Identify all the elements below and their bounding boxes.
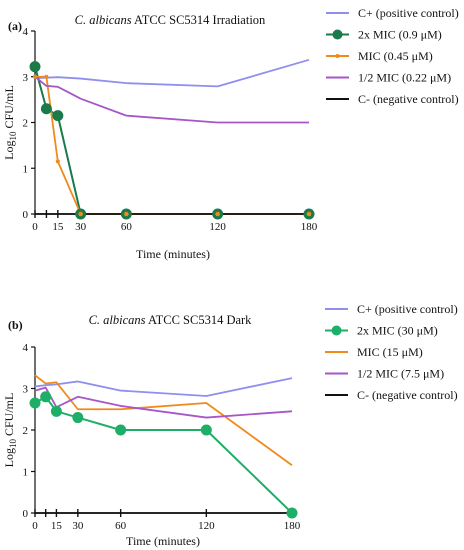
y-tick-label: 3 bbox=[23, 384, 29, 396]
data-point bbox=[33, 74, 37, 79]
x-tick-label: 120 bbox=[209, 221, 226, 233]
legend-marker bbox=[331, 325, 342, 336]
series-line-2 bbox=[34, 374, 293, 467]
data-point bbox=[50, 405, 62, 417]
legend-label: C+ (positive control) bbox=[357, 302, 458, 316]
data-point bbox=[200, 424, 212, 436]
data-point-overlap bbox=[78, 211, 83, 217]
panel-label: (b) bbox=[8, 318, 23, 332]
y-tick-label: 1 bbox=[23, 467, 29, 479]
data-point bbox=[40, 391, 52, 403]
x-tick-label: 0 bbox=[32, 221, 38, 233]
legend-label: 2x MIC (30 μM) bbox=[357, 324, 438, 338]
chart-title-rest: ATCC SC5314 Dark bbox=[146, 313, 253, 327]
y-tick-label: 0 bbox=[23, 209, 29, 221]
x-tick-label: 15 bbox=[52, 221, 64, 233]
legend-label: MIC (15 μM) bbox=[357, 345, 423, 359]
y-tick-label: 4 bbox=[23, 26, 29, 38]
x-tick-label: 120 bbox=[198, 520, 215, 532]
data-point-overlap bbox=[306, 211, 312, 217]
y-label-part: Log bbox=[2, 141, 16, 160]
y-tick-label: 1 bbox=[23, 163, 29, 175]
y-tick-label: 4 bbox=[23, 342, 29, 354]
legend-label: 1/2 MIC (7.5 μM) bbox=[357, 367, 444, 381]
data-point bbox=[115, 424, 127, 436]
x-tick-label: 180 bbox=[301, 221, 318, 233]
x-tick-label: 30 bbox=[72, 520, 84, 532]
legend-marker bbox=[332, 29, 343, 40]
y-axis-label: Log10 CFU/mL bbox=[2, 393, 18, 468]
data-point bbox=[40, 103, 52, 115]
chart-title: C. albicans ATCC SC5314 Irradiation bbox=[75, 13, 266, 27]
data-point bbox=[52, 110, 64, 122]
y-label-part: CFU/mL bbox=[2, 393, 16, 439]
y-tick-label: 2 bbox=[23, 425, 29, 437]
legend-label: C- (negative control) bbox=[358, 92, 459, 106]
x-axis-label: Time (minutes) bbox=[136, 247, 210, 261]
series-line-1 bbox=[34, 66, 309, 215]
series-line-0 bbox=[34, 377, 293, 397]
x-tick-label: 180 bbox=[284, 520, 301, 532]
y-axis-label: Log10 CFU/mL bbox=[2, 85, 18, 160]
chart-panel-b: (b) C. albicans ATCC SC5314 Dark 0 1 2 3 4 0 15 3… bbox=[2, 302, 458, 548]
data-point-overlap bbox=[124, 211, 129, 217]
series-line-3 bbox=[34, 386, 293, 419]
x-tick-label: 15 bbox=[51, 520, 63, 532]
data-point bbox=[44, 74, 49, 79]
data-point bbox=[29, 397, 41, 409]
y-tick-label: 2 bbox=[23, 118, 29, 130]
y-tick-label: 0 bbox=[23, 508, 29, 520]
chart-title-italic: C. albicans bbox=[75, 13, 132, 27]
series-line-3 bbox=[34, 76, 309, 124]
y-label-part: Log bbox=[2, 448, 16, 467]
panel-label: (a) bbox=[8, 19, 22, 33]
data-point-overlap bbox=[215, 211, 220, 217]
x-tick-label: 0 bbox=[32, 520, 38, 532]
legend-label: 2x MIC (0.9 μM) bbox=[358, 28, 442, 42]
chart-title-italic: C. albicans bbox=[89, 313, 146, 327]
legend-marker bbox=[335, 54, 340, 58]
x-tick-label: 60 bbox=[115, 520, 127, 532]
data-point bbox=[72, 412, 84, 424]
legend: C+ (positive control) 2x MIC (0.9 μM) MIC … bbox=[326, 6, 459, 106]
data-point bbox=[55, 159, 60, 164]
data-point bbox=[286, 507, 298, 519]
legend-label: 1/2 MIC (0.22 μM) bbox=[358, 71, 451, 85]
legend-label: MIC (0.45 μM) bbox=[358, 49, 433, 63]
data-point bbox=[29, 61, 41, 73]
y-tick-label: 3 bbox=[23, 72, 29, 84]
series-line-0 bbox=[34, 58, 310, 88]
chart-title-rest: ATCC SC5314 Irradiation bbox=[132, 13, 266, 27]
chart-panel-a: (a) C. albicans ATCC SC5314 Irradiation 0 1… bbox=[2, 6, 459, 261]
x-axis-label: Time (minutes) bbox=[126, 534, 200, 548]
chart-title: C. albicans ATCC SC5314 Dark bbox=[89, 313, 253, 327]
legend-label: C- (negative control) bbox=[357, 388, 458, 402]
y-label-subscript: 10 bbox=[8, 439, 18, 449]
y-label-subscript: 10 bbox=[8, 131, 18, 141]
legend-label: C+ (positive control) bbox=[358, 6, 459, 20]
x-tick-label: 60 bbox=[121, 221, 133, 233]
x-tick-label: 30 bbox=[75, 221, 87, 233]
legend: C+ (positive control) 2x MIC (30 μM) MIC (… bbox=[325, 302, 458, 402]
y-label-part: CFU/mL bbox=[2, 85, 16, 131]
